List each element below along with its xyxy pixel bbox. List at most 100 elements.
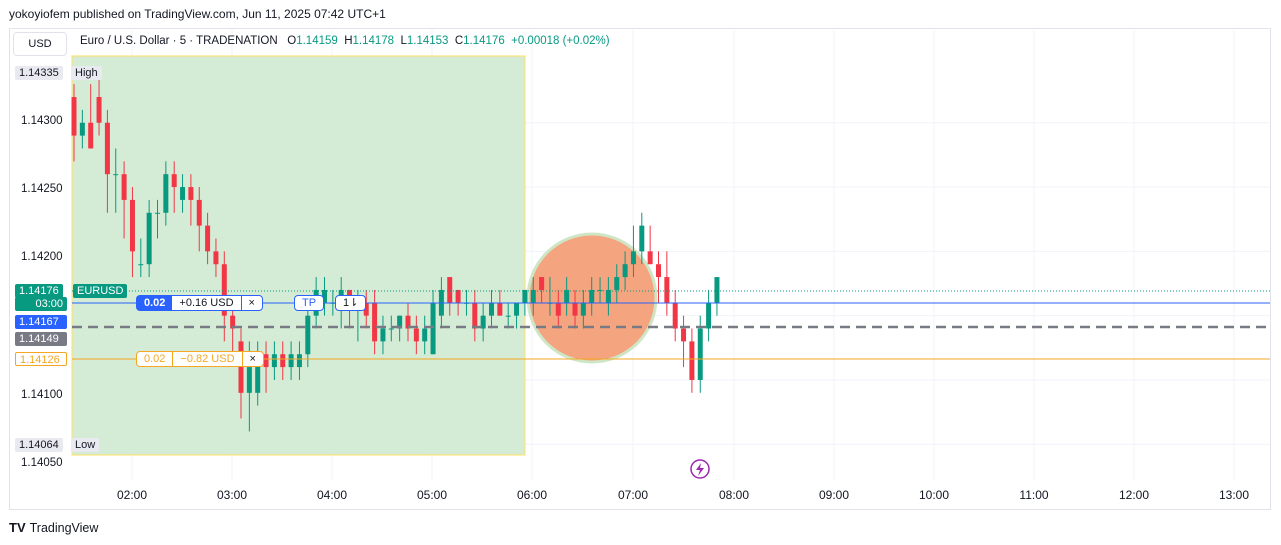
sl-quantity: 0.02 bbox=[144, 353, 166, 365]
candle-body bbox=[88, 122, 94, 149]
stop-price-tag: 1.14126 bbox=[15, 352, 67, 366]
sl-close-button[interactable]: × bbox=[241, 352, 263, 366]
candle-body bbox=[372, 302, 378, 342]
candle-body bbox=[296, 354, 302, 368]
currency-selector[interactable]: USD bbox=[13, 32, 67, 56]
open-value: 1.14159 bbox=[296, 35, 338, 47]
x-tick: 10:00 bbox=[918, 488, 950, 502]
low-text-tag: Low bbox=[71, 438, 100, 452]
candle-body bbox=[497, 302, 503, 316]
high-text-tag: High bbox=[71, 66, 102, 80]
candle-body bbox=[480, 315, 486, 329]
candle-body bbox=[271, 354, 277, 368]
candle-body bbox=[589, 289, 595, 303]
candle-body bbox=[205, 225, 211, 252]
y-tick: 1.14200 bbox=[21, 251, 63, 263]
session-highlight bbox=[71, 55, 526, 456]
close-value: 1.14176 bbox=[463, 35, 505, 47]
y-tick: 1.14100 bbox=[21, 389, 63, 401]
candle-body bbox=[171, 174, 177, 188]
tp-tag-button[interactable]: TP bbox=[294, 295, 325, 311]
candle-body bbox=[380, 328, 386, 342]
y-tick: 1.14300 bbox=[21, 115, 63, 127]
candles bbox=[71, 71, 720, 432]
candle-body bbox=[489, 302, 494, 316]
candle-body bbox=[672, 302, 678, 329]
x-tick: 11:00 bbox=[1019, 488, 1049, 502]
x-tick: 06:00 bbox=[516, 488, 548, 502]
low-label: L bbox=[400, 35, 407, 47]
candle-body bbox=[363, 302, 369, 316]
candle-body bbox=[388, 328, 394, 330]
tp-quantity: 0.02 bbox=[137, 296, 173, 310]
candle-body bbox=[597, 289, 603, 291]
candle-body bbox=[280, 354, 286, 368]
candle-body bbox=[580, 302, 586, 316]
candle-body bbox=[564, 289, 570, 303]
candle-body bbox=[121, 174, 127, 200]
close-label: C bbox=[454, 35, 464, 47]
candle-body bbox=[647, 251, 653, 265]
candle-body bbox=[113, 174, 119, 176]
low-price-tag: 1.14064 bbox=[15, 438, 63, 452]
candle-body bbox=[79, 122, 85, 136]
tp-tag-label: TP bbox=[302, 297, 317, 309]
reverse-label: 1⇂ bbox=[343, 297, 359, 309]
candle-body bbox=[405, 315, 411, 329]
candle-body bbox=[630, 251, 636, 265]
candle-body bbox=[129, 199, 135, 252]
candle-body bbox=[188, 187, 194, 200]
candle-body bbox=[422, 328, 428, 342]
open-label: O bbox=[287, 35, 297, 47]
candle-body bbox=[639, 225, 645, 252]
candle-body bbox=[664, 277, 670, 303]
candle-body bbox=[397, 315, 403, 329]
candle-body bbox=[180, 187, 186, 200]
candle-body bbox=[530, 289, 536, 303]
candle-body bbox=[104, 122, 110, 175]
candle-body bbox=[196, 199, 202, 226]
low-value: 1.14153 bbox=[406, 35, 449, 47]
lightning-bolt bbox=[696, 463, 704, 476]
last-price-tag: 1.14176 bbox=[15, 284, 63, 298]
candle-body bbox=[146, 212, 152, 265]
y-tick: 1.14050 bbox=[21, 457, 63, 469]
x-tick: 04:00 bbox=[316, 488, 348, 502]
footer-brand[interactable]: TV TradingView bbox=[9, 520, 98, 535]
high-label: H bbox=[344, 35, 353, 47]
candle-body bbox=[472, 302, 478, 329]
high-value: 1.14178 bbox=[352, 35, 395, 47]
tp-close-button[interactable]: × bbox=[240, 296, 262, 310]
candle-body bbox=[447, 277, 453, 303]
x-tick: 08:00 bbox=[718, 488, 750, 502]
tp-pnl: +0.16 USD bbox=[179, 297, 234, 309]
publisher-line: yokoyiofem published on TradingView.com,… bbox=[9, 7, 386, 21]
symbol-title: Euro / U.S. Dollar · 5 · TRADENATION bbox=[80, 35, 278, 47]
chart-frame bbox=[9, 28, 1271, 510]
candle-body bbox=[305, 315, 311, 355]
candle-body bbox=[555, 302, 561, 316]
symbol-legend: Euro / U.S. Dollar · 5 · TRADENATION O1.… bbox=[80, 35, 610, 47]
candle-body bbox=[246, 367, 252, 393]
take-profit-order[interactable]: 0.02 +0.16 USD × bbox=[136, 295, 263, 311]
candle-body bbox=[413, 328, 419, 342]
position-price-tag: 1.14167 bbox=[15, 315, 67, 329]
candle-body bbox=[522, 289, 528, 303]
candle-body bbox=[221, 264, 227, 316]
candle-body bbox=[689, 341, 695, 380]
candle-body bbox=[614, 277, 620, 290]
brand-name: TradingView bbox=[29, 520, 99, 535]
candle-body bbox=[288, 354, 294, 368]
x-tick: 12:00 bbox=[1118, 488, 1150, 502]
x-tick: 05:00 bbox=[416, 488, 448, 502]
change-value: +0.00018 (+0.02%) bbox=[511, 35, 610, 47]
reverse-button[interactable]: 1⇂ bbox=[335, 295, 367, 311]
candle-body bbox=[514, 302, 520, 316]
candle-body bbox=[71, 97, 77, 136]
high-price-tag: 1.14335 bbox=[15, 66, 63, 80]
candle-body bbox=[656, 264, 661, 278]
sl-pnl: −0.82 USD bbox=[172, 352, 241, 366]
stop-loss-order[interactable]: 0.02 −0.82 USD × bbox=[136, 351, 264, 367]
candle-body bbox=[430, 302, 436, 355]
